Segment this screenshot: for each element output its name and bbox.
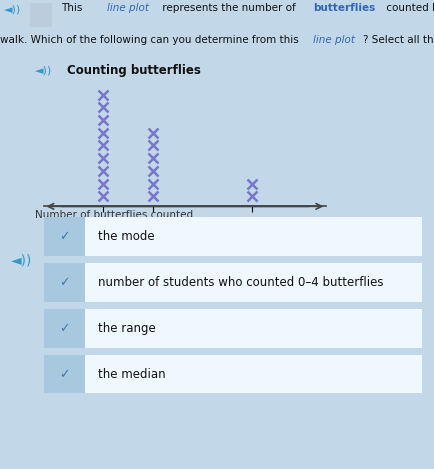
Text: the mode: the mode [98, 230, 154, 243]
Text: This: This [61, 3, 85, 13]
Text: butterflies: butterflies [312, 3, 375, 13]
Text: the median: the median [98, 368, 165, 381]
Text: ✓: ✓ [59, 276, 69, 289]
Text: number of students who counted 0–4 butterflies: number of students who counted 0–4 butte… [98, 276, 383, 289]
Text: the range: the range [98, 322, 155, 335]
Text: ✓: ✓ [59, 368, 69, 381]
Text: ✓: ✓ [59, 322, 69, 335]
Text: ✓: ✓ [59, 230, 69, 243]
Text: line plot: line plot [106, 3, 148, 13]
Text: Number of butterflies counted: Number of butterflies counted [35, 210, 193, 219]
Text: line plot: line plot [312, 35, 355, 45]
Text: Counting butterflies: Counting butterflies [67, 64, 201, 77]
Text: ◄)): ◄)) [11, 253, 33, 267]
Text: ? Select all that apply.: ? Select all that apply. [362, 35, 434, 45]
Text: counted by students on a natur: counted by students on a natur [382, 3, 434, 13]
FancyBboxPatch shape [30, 3, 52, 28]
Text: walk. Which of the following can you determine from this: walk. Which of the following can you det… [0, 35, 301, 45]
Text: represents the number of: represents the number of [158, 3, 298, 13]
Text: ◄)): ◄)) [35, 65, 52, 76]
Text: ◄)): ◄)) [4, 5, 22, 15]
